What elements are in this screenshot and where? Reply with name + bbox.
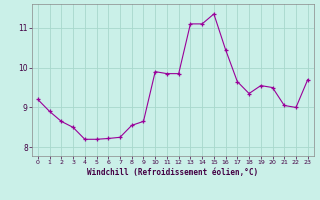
X-axis label: Windchill (Refroidissement éolien,°C): Windchill (Refroidissement éolien,°C): [87, 168, 258, 177]
